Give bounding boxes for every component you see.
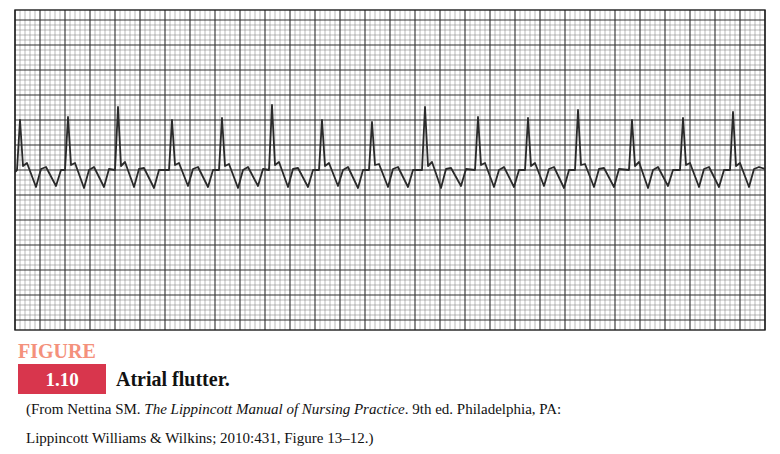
grid-line — [15, 144, 765, 145]
grid-line — [15, 119, 765, 120]
grid-line — [15, 44, 765, 45]
background — [0, 0, 780, 454]
grid-line — [15, 294, 765, 295]
source-text: . 9th ed. Philadelphia, PA: — [405, 401, 562, 417]
source-line: (From Nettina SM. The Lippincott Manual … — [26, 401, 561, 418]
grid-line — [15, 319, 765, 320]
grid-line — [15, 244, 765, 245]
grid-line — [15, 69, 765, 70]
figure: FIGURE 1.10 Atrial flutter. (From Nettina S… — [0, 0, 780, 454]
plot-frame — [15, 10, 765, 330]
grid-line — [15, 19, 765, 20]
number-box — [18, 364, 106, 394]
grid-line — [15, 219, 765, 220]
ecg-trace — [15, 105, 765, 188]
data-group — [15, 105, 765, 188]
source-text: (From Nettina SM. — [26, 401, 144, 418]
figure-number: 1.10 — [45, 369, 78, 390]
grid-line — [15, 269, 765, 270]
figure-title: Atrial flutter. — [116, 368, 230, 390]
source-line: Lippincott Williams & Wilkins; 2010:431,… — [26, 430, 373, 447]
figure-label: FIGURE — [18, 340, 96, 362]
source-text: Lippincott Williams & Wilkins; 2010:431,… — [26, 430, 373, 447]
grid — [15, 10, 765, 330]
source-text: The Lippincott Manual of Nursing Practic… — [144, 401, 405, 417]
grid-line — [15, 94, 765, 95]
grid-line — [15, 194, 765, 195]
